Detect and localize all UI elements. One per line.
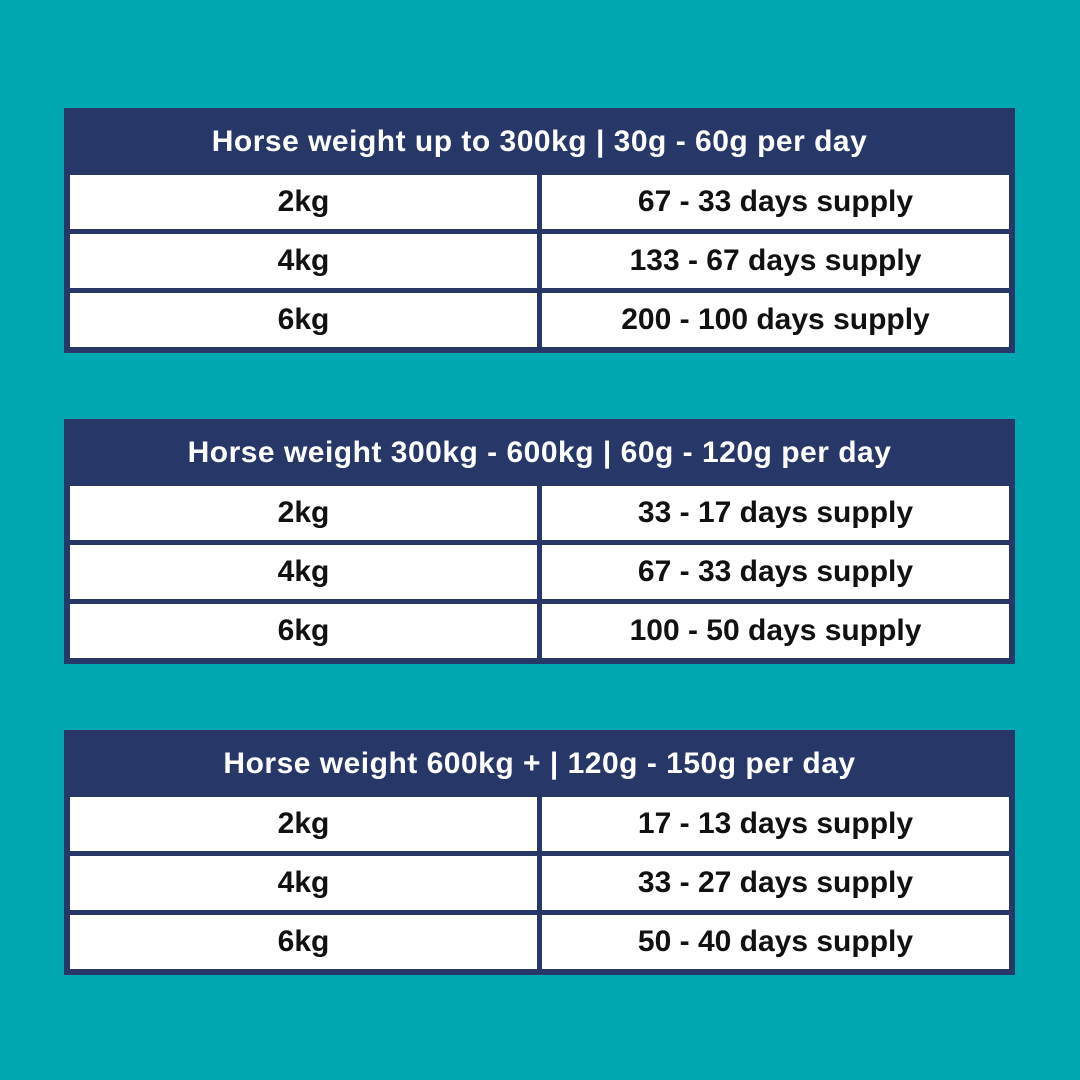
- feeding-tables: Horse weight up to 300kg | 30g - 60g per…: [64, 108, 1015, 975]
- table-row: 6kg 100 - 50 days supply: [64, 599, 1015, 664]
- table-header-row: Horse weight 300kg - 600kg | 60g - 120g …: [64, 419, 1015, 486]
- bag-size-cell: 4kg: [64, 540, 542, 604]
- bag-size-cell: 6kg: [64, 288, 542, 353]
- table-header-row: Horse weight 600kg + | 120g - 150g per d…: [64, 730, 1015, 797]
- days-supply-cell: 67 - 33 days supply: [537, 540, 1015, 604]
- bag-size-cell: 6kg: [64, 910, 542, 975]
- days-supply-cell: 33 - 17 days supply: [537, 481, 1015, 545]
- table-title: Horse weight up to 300kg | 30g - 60g per…: [64, 108, 1015, 175]
- days-supply-cell: 200 - 100 days supply: [537, 288, 1015, 353]
- table-row: 2kg 17 - 13 days supply: [64, 792, 1015, 856]
- table-row: 4kg 67 - 33 days supply: [64, 540, 1015, 604]
- days-supply-cell: 100 - 50 days supply: [537, 599, 1015, 664]
- days-supply-cell: 17 - 13 days supply: [537, 792, 1015, 856]
- bag-size-cell: 2kg: [64, 170, 542, 234]
- table-title: Horse weight 600kg + | 120g - 150g per d…: [64, 730, 1015, 797]
- feeding-table-up-to-300kg: Horse weight up to 300kg | 30g - 60g per…: [64, 108, 1015, 353]
- bag-size-cell: 2kg: [64, 481, 542, 545]
- bag-size-cell: 6kg: [64, 599, 542, 664]
- days-supply-cell: 67 - 33 days supply: [537, 170, 1015, 234]
- bag-size-cell: 4kg: [64, 851, 542, 915]
- bag-size-cell: 4kg: [64, 229, 542, 293]
- table-row: 2kg 33 - 17 days supply: [64, 481, 1015, 545]
- days-supply-cell: 33 - 27 days supply: [537, 851, 1015, 915]
- days-supply-cell: 50 - 40 days supply: [537, 910, 1015, 975]
- table-row: 4kg 133 - 67 days supply: [64, 229, 1015, 293]
- table-row: 6kg 50 - 40 days supply: [64, 910, 1015, 975]
- bag-size-cell: 2kg: [64, 792, 542, 856]
- table-row: 2kg 67 - 33 days supply: [64, 170, 1015, 234]
- feeding-table-600kg-plus: Horse weight 600kg + | 120g - 150g per d…: [64, 730, 1015, 975]
- table-row: 6kg 200 - 100 days supply: [64, 288, 1015, 353]
- table-row: 4kg 33 - 27 days supply: [64, 851, 1015, 915]
- days-supply-cell: 133 - 67 days supply: [537, 229, 1015, 293]
- table-title: Horse weight 300kg - 600kg | 60g - 120g …: [64, 419, 1015, 486]
- feeding-table-300kg-600kg: Horse weight 300kg - 600kg | 60g - 120g …: [64, 419, 1015, 664]
- table-header-row: Horse weight up to 300kg | 30g - 60g per…: [64, 108, 1015, 175]
